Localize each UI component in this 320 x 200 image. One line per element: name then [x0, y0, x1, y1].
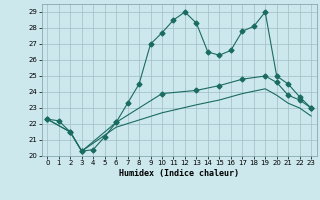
- X-axis label: Humidex (Indice chaleur): Humidex (Indice chaleur): [119, 169, 239, 178]
